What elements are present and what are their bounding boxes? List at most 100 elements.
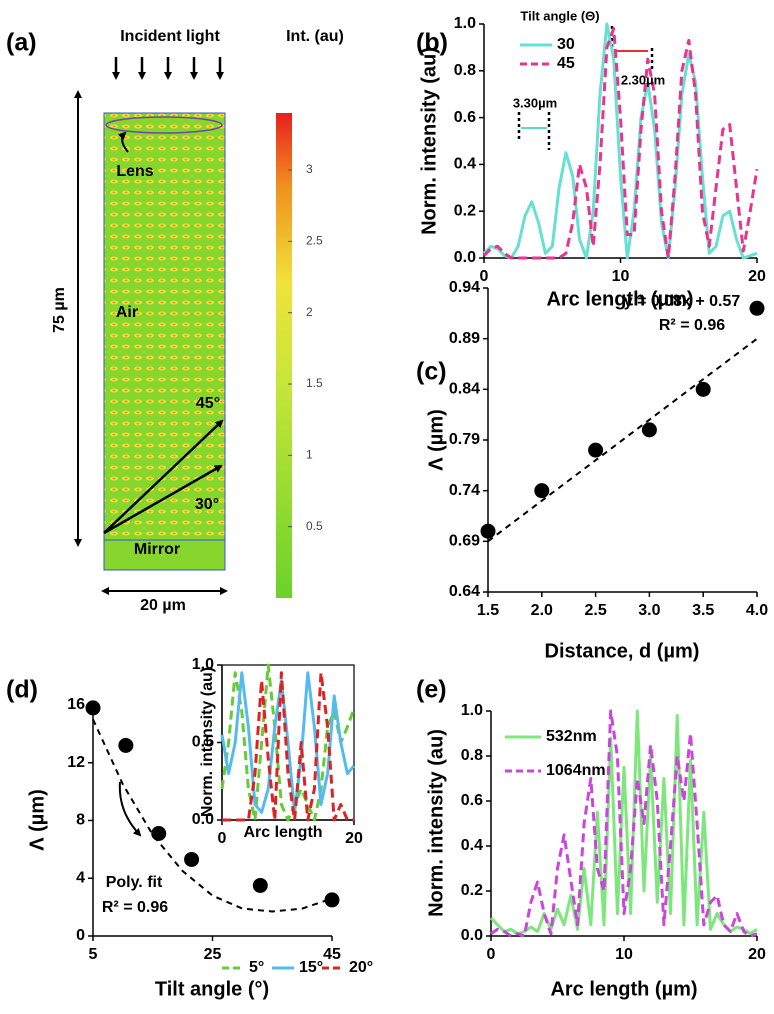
x-tick-label: 25 <box>204 946 222 963</box>
y-tick-label: 12 <box>67 754 85 771</box>
annotation: 20 µm <box>140 597 186 614</box>
series-line <box>482 27 759 260</box>
x-axis-label: Arc length <box>243 824 322 841</box>
angle-arrow <box>103 419 224 534</box>
colorbar-tick-label: 2.5 <box>306 234 323 248</box>
y-tick-label: 0.6 <box>461 792 483 809</box>
y-tick-label: 0.4 <box>461 837 483 854</box>
colorbar-tick-label: 3 <box>306 162 313 176</box>
data-point <box>641 422 657 438</box>
trendline <box>92 718 333 913</box>
field-map <box>103 112 226 541</box>
fit-pointer <box>118 781 142 837</box>
annotation: 3.30µm <box>513 95 557 110</box>
x-tick-label: 20 <box>748 946 766 963</box>
legend-label: 20° <box>349 959 373 976</box>
x-tick-label: 1.5 <box>477 602 499 619</box>
annotation: 2.30µm <box>621 72 665 87</box>
x-tick-label: 10 <box>612 268 630 285</box>
y-tick-label: 0.2 <box>454 202 476 219</box>
x-tick-label: 0 <box>487 946 496 963</box>
y-axis-label: Norm. intensity (au) <box>418 47 440 235</box>
legend-label: 1064nm <box>546 762 606 779</box>
annotation: Air <box>116 304 138 321</box>
data-point <box>252 877 268 893</box>
x-tick-label: 10 <box>615 946 633 963</box>
panel-label: (b) <box>416 29 448 57</box>
legend-label: 532nm <box>546 728 597 745</box>
legend-label: 30 <box>557 36 575 53</box>
series-line <box>220 671 356 814</box>
y-tick-label: 0.94 <box>449 279 480 296</box>
colorbar-tick-label: 0.5 <box>306 519 323 533</box>
y-tick-label: 0.64 <box>449 583 480 600</box>
x-tick-label: 20 <box>748 268 766 285</box>
y-axis-label: Norm. intensity (au) <box>199 667 216 817</box>
y-tick-label: 0.0 <box>192 811 214 828</box>
y-tick-label: 1.0 <box>454 15 476 32</box>
x-tick-label: 45 <box>323 946 341 963</box>
x-tick-label: 2.5 <box>584 602 606 619</box>
y-tick-label: 0.0 <box>461 927 483 944</box>
data-point <box>184 851 200 867</box>
data-point <box>324 892 340 908</box>
x-tick-label: 4.0 <box>746 602 768 619</box>
colorbar <box>276 113 292 598</box>
x-tick-label: 3.0 <box>638 602 660 619</box>
annotation: Mirror <box>134 541 180 558</box>
y-tick-label: 0.5 <box>192 734 214 751</box>
y-tick-label: 16 <box>67 696 85 713</box>
y-tick-label: 1.0 <box>461 702 483 719</box>
data-point <box>151 825 167 841</box>
series-line <box>490 709 758 938</box>
colorbar-label: Int. (au) <box>286 28 344 45</box>
x-axis-label: Arc length (µm) <box>550 978 697 1000</box>
colorbar-tick-label: 2 <box>306 305 313 319</box>
data-point <box>749 300 765 316</box>
data-point <box>695 381 711 397</box>
legend-label: 5° <box>249 959 264 976</box>
y-tick-label: 0.8 <box>461 747 483 764</box>
panel-label: (e) <box>416 676 447 704</box>
y-tick-label: 0 <box>76 927 85 944</box>
legend-title: Tilt angle (Θ) <box>520 8 599 23</box>
y-tick-label: 0.4 <box>454 156 476 173</box>
data-point <box>480 523 496 539</box>
annotation: 30° <box>195 496 219 513</box>
y-tick-label: 0.6 <box>454 109 476 126</box>
trendline <box>487 337 758 543</box>
annotation: 45° <box>196 395 220 412</box>
series-line <box>489 709 758 936</box>
y-tick-label: 0.69 <box>449 533 480 550</box>
mirror <box>103 539 226 571</box>
colorbar-tick-label: 1 <box>306 448 313 462</box>
legend-label: 15° <box>299 959 323 976</box>
panel-label: (d) <box>6 676 38 704</box>
lens <box>105 116 223 134</box>
data-point <box>588 442 604 458</box>
y-axis-label: Norm. intensity (au) <box>425 729 447 917</box>
annotation: R² = 0.96 <box>659 317 725 334</box>
colorbar-tick-label: 1.5 <box>306 376 323 390</box>
annotation: y = 0.08x + 0.57 <box>624 293 741 310</box>
legend-label: 45 <box>557 55 575 72</box>
annotation: Lens <box>116 163 153 180</box>
chart-title: Incident light <box>120 28 220 45</box>
y-axis-label: Λ (µm) <box>26 789 48 851</box>
x-axis-label: Tilt angle (°) <box>155 978 269 1000</box>
y-tick-label: 0.74 <box>449 482 480 499</box>
x-tick-label: 0 <box>218 830 227 847</box>
lens-pointer <box>117 131 129 153</box>
y-tick-label: 0.89 <box>449 330 480 347</box>
y-axis-label: Λ (µm) <box>425 409 447 471</box>
panel-label: (c) <box>416 358 447 386</box>
annotation: R² = 0.96 <box>102 899 168 916</box>
x-tick-label: 0 <box>480 268 489 285</box>
y-tick-label: 0.8 <box>454 62 476 79</box>
x-tick-label: 3.5 <box>692 602 714 619</box>
x-axis-label: Arc length (µm) <box>546 288 693 310</box>
series-line <box>222 671 354 822</box>
series-line <box>482 22 758 260</box>
